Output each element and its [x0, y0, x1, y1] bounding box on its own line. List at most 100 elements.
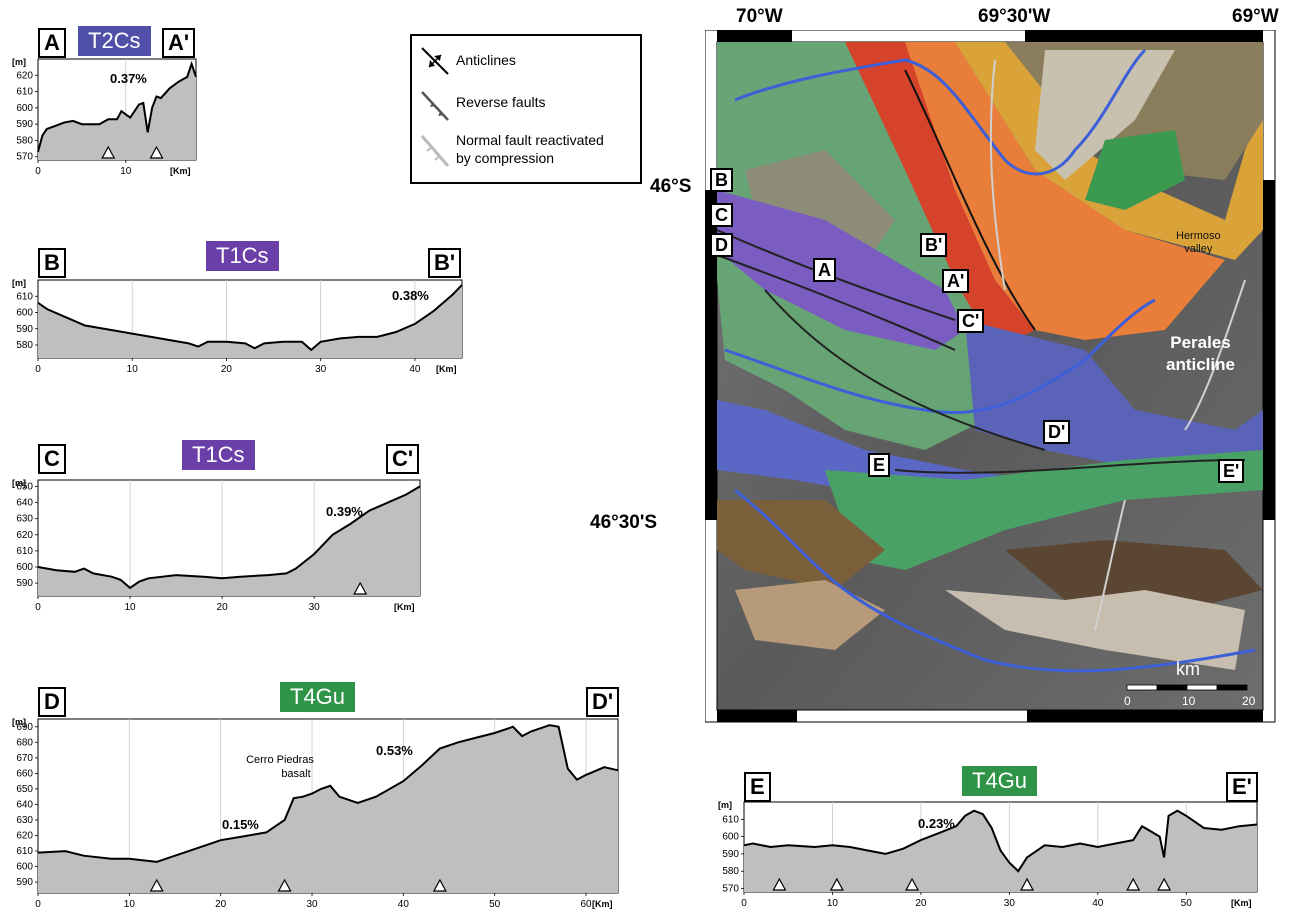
y-tick-label: 590: [16, 119, 33, 130]
x-tick-label: 0: [741, 898, 747, 909]
sample-triangle-marker: [353, 581, 368, 595]
gradient-annotation: 0.23%: [918, 816, 955, 831]
profile-line: [37, 485, 421, 590]
y-tick-label: 580: [722, 866, 739, 877]
scalebar-unit: km: [1176, 659, 1200, 679]
y-tick-label: 620: [16, 831, 33, 842]
x-tick-label: 50: [1181, 898, 1193, 909]
x-tick-label: 20: [221, 364, 233, 375]
y-tick-label: 630: [16, 514, 33, 525]
y-unit-label: [m]: [12, 278, 26, 288]
y-tick-label: 590: [722, 849, 739, 860]
x-unit-label: [Km]: [436, 364, 457, 374]
y-tick-label: 670: [16, 753, 33, 764]
sample-triangle-marker: [149, 145, 164, 159]
y-tick-label: 620: [16, 530, 33, 541]
profile-e-start-label: E: [744, 772, 771, 802]
x-tick-label: 0: [35, 899, 41, 910]
legend-normal-fault-label-2: by compression: [456, 150, 555, 166]
profile-line: [743, 809, 1258, 873]
x-tick-label: 40: [398, 899, 410, 910]
y-tick-label: 580: [16, 135, 33, 146]
x-unit-label: [Km]: [170, 166, 191, 176]
profile-e-unit-tag: T4Gu: [962, 766, 1038, 796]
y-unit-label: [m]: [12, 717, 26, 727]
profile-b-unit-tag: T1Cs: [206, 241, 279, 271]
profile-e-end-label: E': [1226, 772, 1258, 802]
x-tick-label: 10: [124, 602, 136, 613]
gradient-annotation: 0.37%: [110, 71, 147, 86]
x-tick-label: 0: [35, 364, 41, 375]
y-tick-label: 600: [16, 308, 33, 319]
geologic-units: [717, 42, 1263, 670]
y-tick-label: 590: [16, 324, 33, 335]
y-tick-label: 650: [16, 481, 33, 492]
perales-anticline-label: Perales anticline: [1166, 333, 1235, 374]
sample-triangle-marker: [772, 877, 787, 891]
sample-triangle-marker: [829, 877, 844, 891]
y-tick-label: 610: [16, 846, 33, 857]
x-tick-label: 30: [309, 602, 321, 613]
legend-anticlines-label: Anticlines: [456, 52, 516, 68]
profile-a-end-label: A': [162, 28, 196, 58]
y-tick-label: 660: [16, 768, 33, 779]
y-tick-label: 640: [16, 498, 33, 509]
y-tick-label: 590: [16, 578, 33, 589]
gradient-annotation: 0.15%: [222, 817, 259, 832]
profile-d-start-label: D: [38, 687, 66, 717]
map-label-c-prime: C': [957, 309, 985, 333]
x-tick-label: 40: [409, 364, 421, 375]
faults: [716, 69, 1246, 474]
gradient-annotation: 0.39%: [326, 504, 363, 519]
y-tick-label: 690: [16, 722, 33, 733]
legend-icons: [420, 47, 450, 167]
sample-triangle-marker: [277, 878, 292, 892]
y-tick-label: 600: [16, 103, 33, 114]
y-tick-label: 610: [16, 291, 33, 302]
sample-triangle-marker: [1020, 877, 1035, 891]
x-tick-label: 0: [35, 166, 41, 177]
profile-c-end-label: C': [386, 444, 420, 474]
map-label-e-prime: E': [1218, 459, 1245, 483]
map-label-a: A: [813, 258, 836, 282]
gradient-annotation: 0.53%: [376, 743, 413, 758]
profile-area: [38, 63, 196, 160]
profile-area: [38, 284, 462, 358]
profile-d-end-label: D': [586, 687, 620, 717]
coord-69w: 69°W: [1232, 6, 1279, 27]
sample-triangle-marker: [1126, 877, 1141, 891]
profile-area: [38, 486, 420, 596]
x-tick-label: 10: [127, 364, 139, 375]
scalebar-tick-10: 10: [1182, 694, 1196, 708]
profile-a-unit-tag: T2Cs: [78, 26, 151, 56]
profile-b-chart: 580 590 600 610 [m] 0 10 20 30 40 [Km] 0.38%: [12, 278, 463, 375]
profile-line: [37, 60, 197, 153]
x-tick-label: 10: [120, 166, 132, 177]
coord-46-30s: 46°30'S: [590, 512, 658, 533]
y-tick-label: 640: [16, 799, 33, 810]
profile-b-start-label: B: [38, 248, 66, 278]
profile-line: [37, 284, 463, 352]
y-tick-label: 600: [16, 562, 33, 573]
landmark-annotation: basalt: [281, 768, 310, 780]
y-tick-label: 580: [16, 340, 33, 351]
y-tick-label: 650: [16, 784, 33, 795]
x-unit-label: [Km]: [394, 602, 415, 612]
sample-triangle-marker: [905, 877, 920, 891]
profile-area: [38, 725, 618, 893]
x-tick-label: 40: [1092, 898, 1104, 909]
sample-triangle-marker: [149, 878, 164, 892]
map-label-d: D: [710, 233, 733, 257]
legend-normal-fault-label-1: Normal fault reactivated: [456, 132, 604, 148]
x-tick-label: 20: [217, 602, 229, 613]
x-tick-label: 30: [306, 899, 318, 910]
coord-46s: 46°S: [650, 176, 692, 197]
profile-c-chart: 590 600 610 620 630 640 650[m] 0 10 20 30 [Km] 0.39%: [12, 478, 421, 613]
profile-a-start-label: A: [38, 28, 66, 58]
y-tick-label: 680: [16, 737, 33, 748]
x-unit-label: [Km]: [592, 899, 613, 909]
x-unit-label: [Km]: [1231, 898, 1252, 908]
y-tick-label: 590: [16, 877, 33, 888]
profile-d-unit-tag: T4Gu: [280, 682, 356, 712]
map-canvas: [705, 30, 1276, 723]
